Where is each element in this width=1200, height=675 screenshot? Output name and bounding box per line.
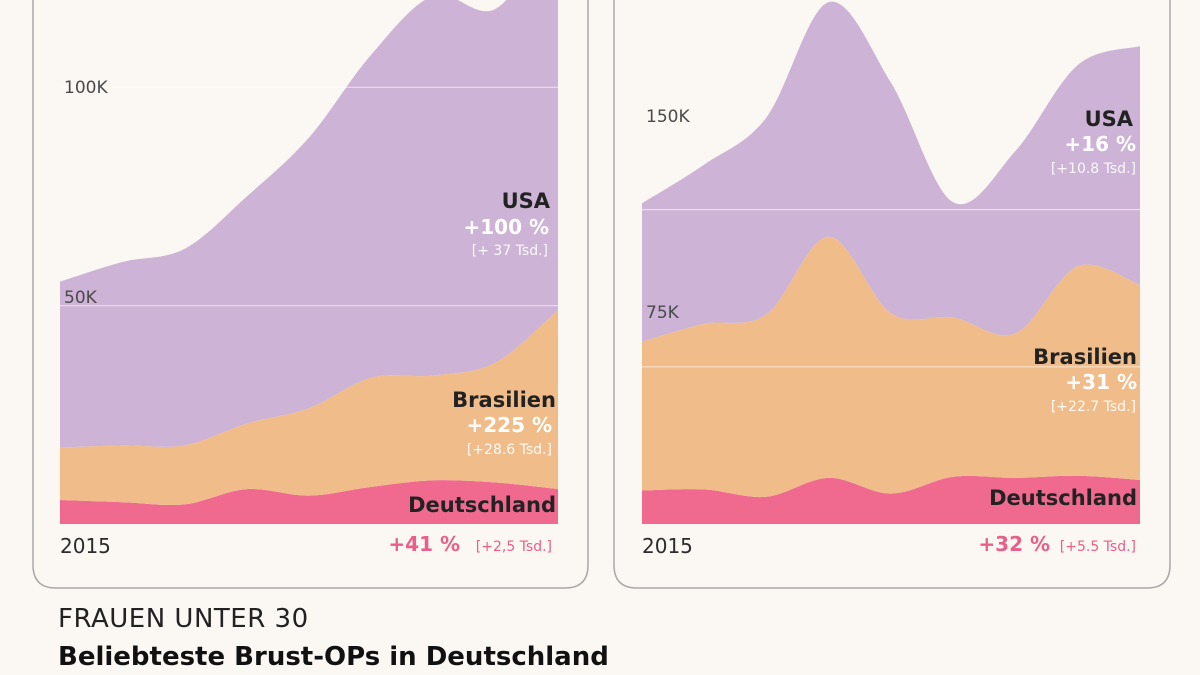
- right-deutschland-change-abs: [+5.5 Tsd.]: [1060, 539, 1136, 555]
- right-brasilien-change-pct: +31 %: [1065, 370, 1137, 394]
- left-ytick-label-upper: 100K: [64, 78, 108, 98]
- right-area-layers: [642, 1, 1140, 524]
- right-area-usa: [642, 1, 1140, 342]
- right-ytick-label-upper: 150K: [646, 107, 690, 127]
- left-usa-change-pct: +100 %: [463, 215, 549, 239]
- left-panel-frame: [32, 0, 589, 589]
- left-usa-change-abs: [+ 37 Tsd.]: [472, 243, 548, 259]
- right-chart-panel: 150K 75K USA +16 % [+10.8 Tsd.] Brasilie…: [613, 0, 1171, 589]
- left-deutschland-change-pct: +41 %: [388, 532, 460, 556]
- right-brasilien-label: Brasilien: [1033, 345, 1137, 369]
- right-deutschland-label: Deutschland: [989, 486, 1137, 510]
- right-panel-frame: [613, 0, 1171, 589]
- left-gridlines: [60, 86, 558, 307]
- left-area-deutschland: [60, 480, 558, 524]
- right-deutschland-change-pct: +32 %: [978, 532, 1050, 556]
- left-x-start-label: 2015: [60, 534, 111, 558]
- left-ytick-label-lower: 50K: [64, 288, 98, 308]
- left-brasilien-change-pct: +225 %: [466, 413, 552, 437]
- left-deutschland-change-abs: [+2,5 Tsd.]: [476, 539, 552, 555]
- left-usa-label: USA: [502, 189, 551, 213]
- right-ytick-label-lower: 75K: [646, 303, 680, 323]
- left-area-brasilien: [60, 310, 558, 506]
- caption-subtitle: FRAUEN UNTER 30: [58, 604, 309, 634]
- right-x-start-label: 2015: [642, 534, 693, 558]
- left-brasilien-label: Brasilien: [452, 388, 556, 412]
- right-brasilien-change-abs: [+22.7 Tsd.]: [1051, 399, 1136, 415]
- right-usa-change-abs: [+10.8 Tsd.]: [1051, 161, 1136, 177]
- left-area-layers: [60, 0, 558, 524]
- left-chart-panel: 100K 50K USA +100 % [+ 37 Tsd.] Brasilie…: [32, 0, 589, 589]
- right-usa-change-pct: +16 %: [1064, 132, 1136, 156]
- left-deutschland-label: Deutschland: [408, 493, 556, 517]
- right-gridlines: [642, 209, 1140, 368]
- caption-title: Beliebteste Brust-OPs in Deutschland: [58, 642, 609, 672]
- left-brasilien-change-abs: [+28.6 Tsd.]: [467, 442, 552, 458]
- right-usa-label: USA: [1085, 107, 1134, 131]
- right-area-deutschland: [642, 475, 1140, 524]
- left-area-usa: [60, 0, 558, 448]
